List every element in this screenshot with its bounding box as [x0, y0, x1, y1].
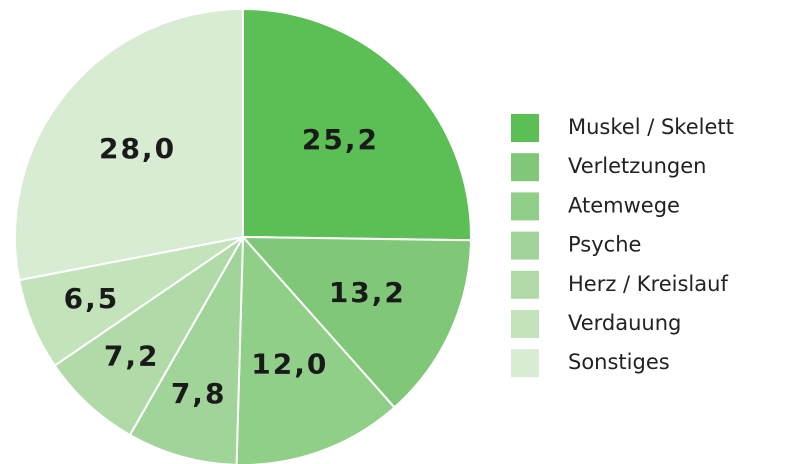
value-label: 28,0 [99, 132, 176, 165]
value-label: 7,8 [171, 377, 227, 410]
value-label: 25,2 [302, 123, 379, 156]
value-label: 12,0 [251, 348, 328, 381]
pie-slice [128, 236, 244, 464]
legend-swatch [511, 153, 539, 182]
legend-label: Muskel / Skelett [568, 115, 734, 139]
legend-label: Verdauung [568, 311, 681, 335]
legend-swatch [511, 114, 539, 142]
legend-swatch [511, 310, 539, 338]
legend-label: Sonstiges [568, 350, 670, 374]
legend-swatch [511, 349, 539, 378]
pie-slice [240, 235, 472, 409]
legend-label: Herz / Kreislauf [568, 272, 728, 296]
pie-slice [235, 234, 396, 464]
value-label: 7,2 [104, 340, 160, 373]
legend-swatch [511, 192, 539, 221]
legend-swatch [511, 270, 539, 299]
value-label: 13,2 [329, 276, 406, 309]
pie-slice [242, 7, 472, 242]
legend-label: Psyche [568, 233, 641, 257]
legend-label: Verletzungen [568, 154, 706, 178]
value-label: 6,5 [64, 282, 120, 315]
pie-slice [14, 7, 244, 282]
legend-label: Atemwege [568, 193, 680, 217]
legend-swatch [511, 231, 539, 260]
pie-slice [53, 236, 244, 437]
